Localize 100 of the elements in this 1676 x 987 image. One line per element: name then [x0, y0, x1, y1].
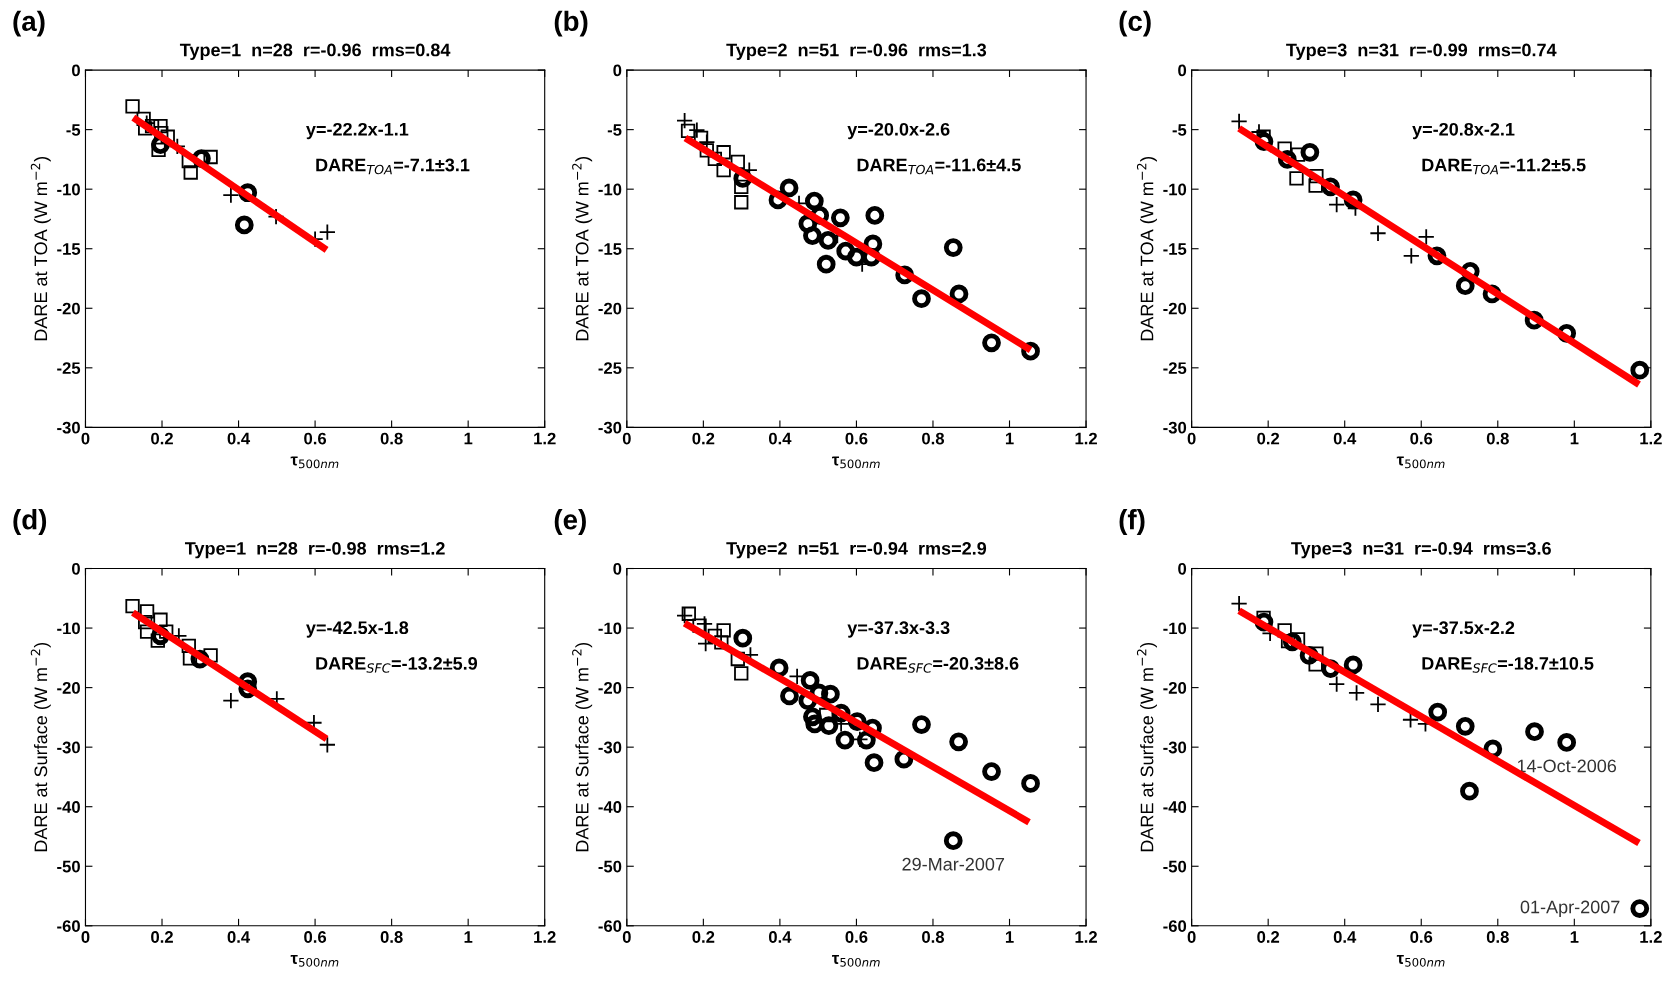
x-tick-label: 0.8: [1486, 432, 1509, 445]
x-tick-label: 0: [622, 432, 631, 445]
x-tick-label: 0.2: [1257, 432, 1280, 445]
y-tick-label: -15: [57, 243, 81, 255]
x-axis-title: τ$_{500nm}$: [1396, 456, 1445, 469]
y-tick-label: -60: [1163, 920, 1187, 933]
annotation: DARE$_{SFC}$=-18.7±10.5: [1422, 657, 1594, 673]
x-tick-label: 0.6: [304, 432, 327, 445]
y-tick-label: -10: [598, 622, 622, 635]
y-tick-label: -30: [1163, 741, 1187, 754]
x-tick-label: 0.6: [845, 931, 868, 943]
x-tick-label: 0.6: [845, 432, 868, 445]
x-tick-label: 0.8: [922, 931, 945, 943]
x-tick-label: 0.2: [692, 931, 715, 943]
y-axis-title: DARE at TOA (W m$^{−2}$): [30, 157, 51, 341]
y-axis-title: DARE at Surface (W m$^{−2}$): [1136, 642, 1157, 852]
y-tick-label: -50: [1163, 860, 1187, 873]
y-tick-label: -40: [1163, 801, 1187, 813]
annotation: DARE$_{TOA}$=-11.2±5.5: [1422, 158, 1586, 175]
x-axis-title: τ$_{500nm}$: [832, 955, 880, 967]
x-tick-label: 0.4: [768, 432, 792, 445]
annotation: DARE$_{SFC}$=-20.3±8.6: [857, 657, 1019, 673]
chart-title: Type=1 n=28 r=-0.98 rms=1.2: [184, 542, 445, 559]
y-tick-label: -30: [1163, 421, 1187, 434]
text: (a): [13, 10, 45, 37]
chart-title: Type=1 n=28 r=-0.96 rms=0.84: [179, 43, 451, 60]
annotation: y=-20.0x-2.6: [847, 122, 950, 140]
y-tick-label: -10: [598, 183, 622, 196]
x-tick-label: 1.2: [1640, 432, 1662, 445]
y-tick-label: -40: [57, 801, 80, 813]
text: (f): [1119, 509, 1145, 536]
y-tick-label: -10: [57, 622, 80, 635]
y-tick-label: -20: [57, 682, 80, 694]
y-tick-label: 0: [613, 64, 622, 77]
y-tick-label: -15: [1163, 243, 1187, 255]
y-tick-label: -5: [607, 124, 622, 136]
x-tick-label: 0.2: [1257, 931, 1280, 943]
x-tick-label: 0.4: [227, 432, 251, 445]
y-tick-label: 0: [72, 562, 80, 575]
x-tick-label: 1: [1570, 931, 1579, 943]
x-tick-label: 0.4: [1333, 931, 1357, 943]
y-tick-label: -30: [57, 421, 80, 434]
annotation: 14-Oct-2006: [1517, 759, 1617, 773]
y-tick-label: -25: [57, 362, 81, 375]
x-tick-label: 0: [81, 432, 90, 445]
x-tick-label: 0.8: [1486, 931, 1509, 943]
x-axis-title: τ$_{500nm}$: [1396, 955, 1445, 967]
y-tick-label: -10: [1163, 622, 1187, 635]
annotation: DARE$_{SFC}$=-13.2±5.9: [316, 657, 478, 673]
x-tick-label: 0.8: [380, 432, 403, 445]
x-tick-label: 1.2: [1640, 931, 1662, 943]
x-tick-label: 0.4: [768, 931, 792, 943]
chart-title: Type=2 n=51 r=-0.96 rms=1.3: [726, 43, 987, 60]
x-tick-label: 1: [1005, 432, 1014, 445]
y-tick-label: -30: [598, 741, 622, 754]
x-tick-label: 1.2: [1075, 432, 1097, 445]
annotation: y=-22.2x-1.1: [306, 122, 409, 140]
text: (c): [1119, 10, 1151, 37]
x-axis-title: τ$_{500nm}$: [290, 456, 339, 469]
text: (d): [13, 509, 47, 536]
x-tick-label: 0: [81, 931, 90, 943]
annotation: y=-42.5x-1.8: [306, 621, 409, 638]
annotation: DARE$_{TOA}$=-11.6±4.5: [857, 158, 1021, 175]
y-tick-label: 0: [72, 64, 80, 77]
text: (b): [554, 10, 588, 37]
y-tick-label: -10: [1163, 183, 1187, 196]
y-tick-label: -60: [598, 920, 622, 933]
annotation: y=-37.3x-3.3: [847, 621, 950, 638]
annotation: y=-37.5x-2.2: [1412, 621, 1515, 638]
y-axis-title: DARE at TOA (W m$^{−2}$): [572, 157, 593, 341]
x-tick-label: 0: [1187, 432, 1196, 445]
y-tick-label: -5: [1172, 124, 1187, 136]
x-tick-label: 1.2: [1075, 931, 1097, 943]
x-tick-label: 0.6: [304, 931, 327, 943]
y-tick-label: -5: [66, 124, 81, 136]
y-tick-label: 0: [1178, 64, 1187, 77]
chart-title: Type=2 n=51 r=-0.94 rms=2.9: [726, 542, 987, 559]
x-axis-title: τ$_{500nm}$: [832, 456, 880, 469]
y-tick-label: 0: [613, 562, 622, 575]
y-tick-label: -50: [598, 860, 622, 873]
x-tick-label: 0.4: [227, 931, 251, 943]
x-tick-label: 0.8: [380, 931, 403, 943]
y-tick-label: -20: [57, 302, 80, 315]
y-tick-label: -20: [598, 682, 622, 694]
y-axis-title: DARE at Surface (W m$^{−2}$): [30, 642, 51, 852]
y-tick-label: -30: [57, 741, 80, 754]
y-axis-title: DARE at TOA (W m$^{−2}$): [1136, 157, 1157, 341]
y-tick-label: -30: [598, 421, 622, 434]
x-tick-label: 0.2: [151, 432, 173, 445]
x-tick-label: 1: [1570, 432, 1579, 445]
y-tick-label: -60: [57, 920, 80, 933]
y-tick-label: -15: [598, 243, 622, 255]
text: (e): [554, 509, 586, 536]
annotation: 29-Mar-2007: [902, 857, 1005, 871]
x-tick-label: 0.6: [1410, 432, 1433, 445]
annotation: y=-20.8x-2.1: [1412, 122, 1515, 140]
y-tick-label: 0: [1178, 562, 1187, 575]
x-tick-label: 0.2: [151, 931, 173, 943]
x-tick-label: 1: [464, 931, 473, 943]
y-tick-label: -10: [57, 183, 80, 196]
